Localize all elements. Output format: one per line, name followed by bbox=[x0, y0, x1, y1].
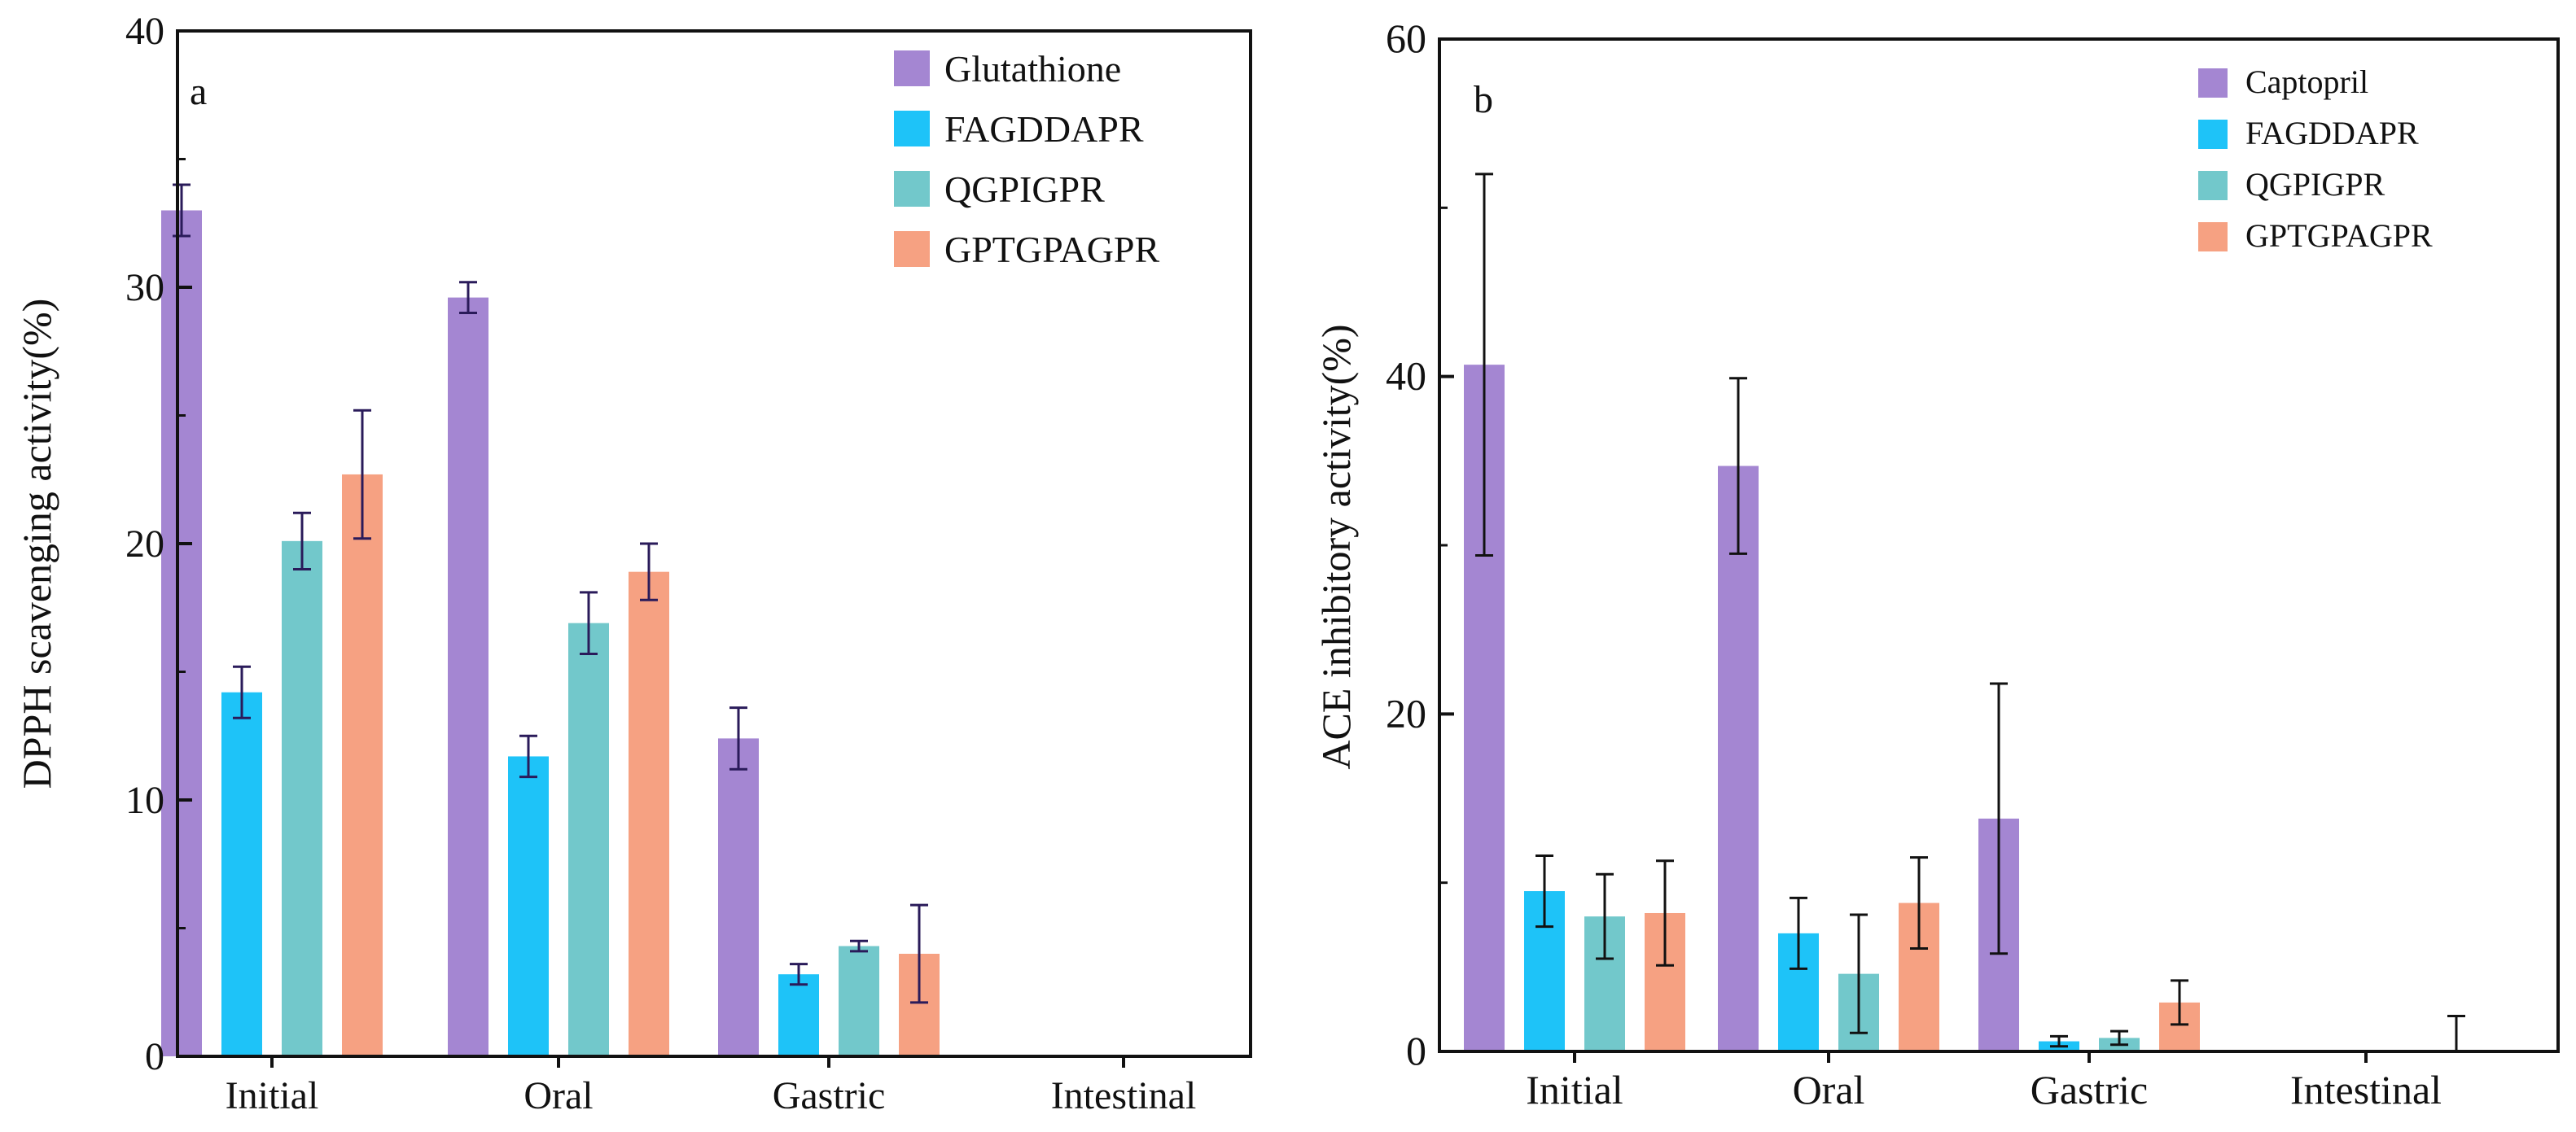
legend-label: Captopril bbox=[2245, 63, 2368, 100]
panel-b-bars bbox=[1464, 365, 2200, 1051]
y-tick-label: 0 bbox=[145, 1035, 164, 1078]
legend-label: GPTGPAGPR bbox=[944, 229, 1160, 270]
legend-label: GPTGPAGPR bbox=[2245, 217, 2433, 254]
panel-a-legend: Glutathione FAGDDAPR QGPIGPR GPTGPAGPR bbox=[894, 48, 1160, 270]
error-bar-fagddapr-initial bbox=[1536, 854, 1553, 929]
error-bar-gptgpagpr-gastric bbox=[910, 903, 928, 1004]
legend-label: FAGDDAPR bbox=[2245, 115, 2419, 151]
legend-label: QGPIGPR bbox=[944, 168, 1105, 210]
error-bar-fagddapr-gastric bbox=[790, 963, 808, 986]
error-bar-gptgpagpr-intestinal bbox=[2447, 1014, 2465, 1053]
legend-swatch bbox=[2198, 120, 2228, 149]
panel-a-error-bars bbox=[173, 183, 928, 1004]
error-bar-qgpigpr-oral bbox=[1850, 913, 1868, 1034]
legend-swatch bbox=[894, 171, 930, 207]
error-bar-gptgpagpr-oral bbox=[640, 542, 658, 601]
error-bar-fagddapr-initial bbox=[233, 665, 251, 719]
bar-gptgpagpr-initial bbox=[342, 474, 383, 1056]
x-tick-label-intestinal: Intestinal bbox=[1051, 1074, 1197, 1117]
panel-a-y-axis-label: DPPH scavenging activity(%) bbox=[14, 299, 59, 789]
error-bar-glutathione-gastric bbox=[729, 706, 747, 771]
error-bar-qgpigpr-initial bbox=[1596, 872, 1614, 960]
y-tick-label: 20 bbox=[125, 522, 164, 566]
x-tick-label-intestinal: Intestinal bbox=[2290, 1067, 2442, 1112]
legend-label: Glutathione bbox=[944, 48, 1121, 90]
x-tick-label-initial: Initial bbox=[226, 1074, 319, 1117]
panel-a-label: a bbox=[190, 70, 207, 113]
y-tick-label: 20 bbox=[1386, 690, 1426, 736]
panel-b-y-axis-label: ACE inhibitory activity(%) bbox=[1313, 324, 1359, 769]
legend-item-glutathione: Glutathione bbox=[894, 48, 1121, 90]
error-bar-gptgpagpr-initial bbox=[353, 409, 371, 540]
bar-qgpigpr-oral bbox=[568, 623, 609, 1056]
legend-label: FAGDDAPR bbox=[944, 108, 1144, 150]
panel-a: 0 10 20 30 40 Initial Oral Gastric Intestinal a… bbox=[14, 10, 1252, 1117]
error-bar-gptgpagpr-initial bbox=[1656, 859, 1674, 967]
x-tick-label-gastric: Gastric bbox=[2031, 1067, 2148, 1112]
x-tick-label-initial: Initial bbox=[1526, 1067, 1623, 1112]
legend-label: QGPIGPR bbox=[2245, 166, 2385, 203]
x-tick-label-gastric: Gastric bbox=[773, 1074, 886, 1117]
bar-captopril-oral bbox=[1718, 465, 1759, 1051]
error-bar-fagddapr-oral bbox=[1790, 896, 1807, 970]
x-tick-label-oral: Oral bbox=[524, 1074, 593, 1117]
legend-item-captopril: Captopril bbox=[2198, 63, 2368, 100]
panel-b-y-ticks: 0 20 40 60 bbox=[1386, 15, 1454, 1073]
bar-qgpigpr-gastric bbox=[839, 946, 879, 1056]
panel-b-x-ticks: Initial Oral Gastric Intestinal bbox=[1526, 1051, 2442, 1112]
error-bar-qgpigpr-gastric bbox=[2110, 1029, 2128, 1047]
legend-swatch bbox=[2198, 222, 2228, 251]
bar-fagddapr-gastric bbox=[778, 974, 819, 1056]
panel-a-x-ticks: Initial Oral Gastric Intestinal bbox=[226, 1056, 1197, 1117]
legend-swatch bbox=[894, 111, 930, 146]
panel-b-legend: Captopril FAGDDAPR QGPIGPR GPTGPAGPR bbox=[2198, 63, 2433, 254]
error-bar-gptgpagpr-gastric bbox=[2171, 979, 2188, 1026]
legend-swatch bbox=[2198, 171, 2228, 200]
panel-a-y-ticks: 0 10 20 30 40 bbox=[125, 10, 192, 1078]
bar-fagddapr-oral bbox=[508, 756, 549, 1056]
legend-swatch bbox=[2198, 68, 2228, 98]
legend-swatch bbox=[894, 50, 930, 86]
panel-b-error-bars bbox=[1475, 173, 2465, 1053]
legend-item-gptgpagpr: GPTGPAGPR bbox=[894, 229, 1160, 270]
y-tick-label: 40 bbox=[1386, 353, 1426, 399]
error-bar-fagddapr-oral bbox=[519, 734, 537, 779]
error-bar-captopril-oral bbox=[1729, 377, 1747, 555]
error-bar-glutathione-oral bbox=[459, 281, 477, 314]
y-tick-label: 40 bbox=[125, 10, 164, 53]
error-bar-qgpigpr-gastric bbox=[850, 939, 868, 953]
bar-gptgpagpr-oral bbox=[629, 571, 669, 1056]
panel-b-label: b bbox=[1474, 78, 1493, 121]
error-bar-qgpigpr-oral bbox=[580, 591, 598, 655]
bar-glutathione-gastric bbox=[718, 738, 759, 1056]
legend-item-gptgpagpr: GPTGPAGPR bbox=[2198, 217, 2433, 254]
y-tick-label: 30 bbox=[125, 266, 164, 309]
x-tick-label-oral: Oral bbox=[1793, 1067, 1865, 1112]
legend-item-fagddapr: FAGDDAPR bbox=[894, 108, 1144, 150]
legend-item-qgpigpr: QGPIGPR bbox=[894, 168, 1105, 210]
y-tick-label: 10 bbox=[125, 779, 164, 822]
error-bar-captopril-gastric bbox=[1990, 682, 2008, 955]
error-bar-fagddapr-gastric bbox=[2050, 1034, 2068, 1048]
error-bar-qgpigpr-initial bbox=[293, 511, 311, 570]
bar-glutathione-oral bbox=[448, 297, 488, 1057]
legend-item-fagddapr: FAGDDAPR bbox=[2198, 115, 2419, 151]
bar-fagddapr-initial bbox=[221, 692, 262, 1056]
error-bar-glutathione-initial bbox=[173, 183, 191, 238]
legend-item-qgpigpr: QGPIGPR bbox=[2198, 166, 2385, 203]
y-tick-label: 0 bbox=[1406, 1028, 1426, 1073]
panel-b: 0 20 40 60 Initial Oral Gastric Intestinal b A… bbox=[1313, 15, 2560, 1112]
bar-glutathione-initial bbox=[161, 210, 202, 1056]
y-tick-label: 60 bbox=[1386, 15, 1426, 61]
legend-swatch bbox=[894, 231, 930, 267]
error-bar-captopril-initial bbox=[1475, 173, 1493, 557]
bar-qgpigpr-initial bbox=[282, 540, 322, 1056]
error-bar-gptgpagpr-oral bbox=[1910, 856, 1928, 951]
panel-a-bars bbox=[161, 210, 940, 1057]
